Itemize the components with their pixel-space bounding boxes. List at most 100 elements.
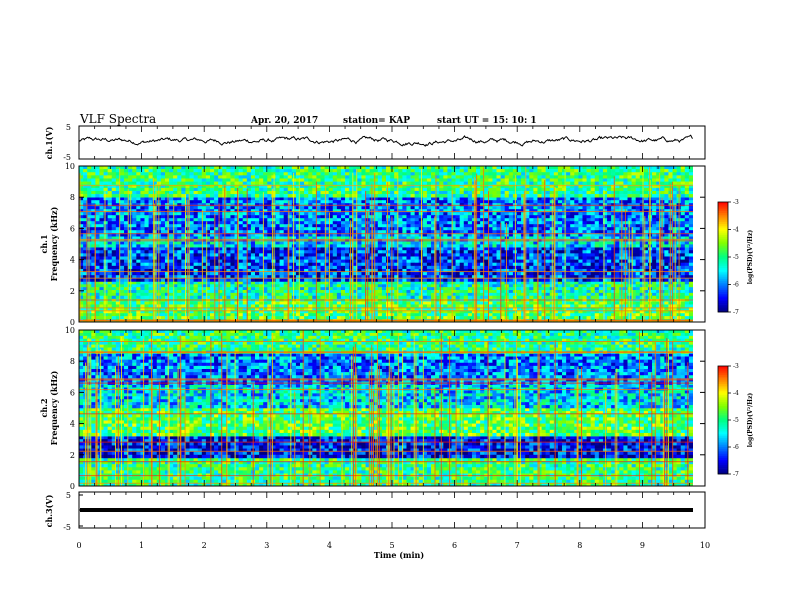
ch1-spec-cell [218,292,223,297]
ch1-spec-cell [426,316,432,320]
ch1-spec-cell [132,275,137,279]
ch1-spec-cell [566,278,571,282]
ch1-spec-cell [426,301,432,305]
ch1-spec-cell [193,284,198,288]
ch1-spec-cell [447,253,452,257]
ch1-spec-cell [402,278,407,282]
ch1-spec-cell [242,301,248,305]
ch1-spec-cell [267,241,272,245]
ch1-spec-cell [582,200,587,204]
ch1-spec-cell [177,200,182,204]
ch1-spec-cell [664,307,669,311]
ch1-spec-cell [214,287,219,291]
ch1-spec-cell [124,247,129,251]
ch1-spec-cell [480,197,485,201]
ch1-spec-cell [136,287,141,291]
ch1-spec-cell [144,313,149,317]
ch1-spec-cell [238,301,244,305]
ch1-spec-cell [250,316,256,320]
ch1-spec-cell [611,284,616,288]
ch1-spec-cell [590,247,596,251]
ch1-spec-cell [586,256,591,260]
ch1-spec-cell [500,304,505,308]
ch1-spec-cell [594,313,600,317]
ch1-spec-cell [279,256,284,260]
ch1-spec-cell [209,241,215,245]
ch1-spec-cell [615,301,620,305]
ch1-spec-cell [578,253,583,257]
ch1-spec-cell [496,262,501,267]
ch1-spec-cell [643,313,649,317]
ch1-spec-cell [664,206,669,210]
ch1-spec-cell [521,253,526,257]
ch1-spec-cell [431,304,436,308]
ch1-spec-cell [144,236,149,240]
ch1-spec-cell [439,313,444,317]
ch1-spec-cell [443,265,448,270]
ch1-spec-cell [553,244,559,248]
ch1-spec-cell [562,275,567,279]
ch1-spec-cell [664,316,669,320]
ch1-spec-cell [353,284,358,288]
ch1-spec-cell [582,268,587,273]
ch1-spec-cell [79,247,84,251]
ch1-spec-cell [332,259,338,264]
ch1-spec-cell [574,304,579,308]
ch1-spec-cell [263,310,268,314]
ch1-spec-cell [529,250,534,254]
ch1-spec-cell [635,272,641,276]
ch1-spec-cell [79,316,84,320]
ch1-spec-cell [431,292,436,297]
ch1-spec-cell [635,313,641,317]
ch1-spec-cell [574,244,579,248]
ch1-spec-cell [562,281,567,285]
ch1-spec-cell [627,244,632,248]
ch1-spec-cell [373,247,379,251]
ch1-spec-cell [345,256,350,260]
ch1-spec-cell [664,253,669,257]
ch1-spec-cell [201,292,207,297]
ch1-spec-cell [361,262,366,267]
ch1-spec-cell [287,281,293,285]
ch1-spec-cell [111,284,117,288]
ch1-spec-cell [537,256,542,260]
ch1-spec-cell [144,275,149,279]
ch1-spec-cell [189,247,194,251]
ch1-spec-cell [607,259,612,264]
ch1-spec-cell [508,250,514,254]
ch1-spec-cell [582,290,587,294]
ch1-spec-cell [144,310,149,314]
ch1-spec-cell [316,265,321,270]
ch1-spec-cell [218,244,223,248]
ch1-spec-cell [181,316,186,320]
ch1-spec-cell [492,200,497,204]
ch1-spec-cell [533,265,538,270]
ch1-spec-cell [615,241,620,245]
ch1-spec-cell [332,287,338,291]
ch1-spec-cell [209,253,215,257]
ch1-spec-cell [99,304,104,308]
ch1-spec-cell [553,287,559,291]
ch1-spec-cell [255,316,260,320]
ch1-spec-cell [91,268,96,273]
ch1-spec-cell [402,236,407,240]
ch1-spec-cell [394,307,399,311]
ch1-spec-cell [615,307,620,311]
ch1-spec-cell [115,200,121,204]
ch1-spec-cell [181,287,186,291]
ch1-spec-cell [316,272,321,276]
ch1-spec-cell [631,278,636,282]
ch1-spec-cell [451,200,456,204]
ch1-spec-cell [418,206,424,210]
ch1-spec-cell [234,278,239,282]
ch1-spec-cell [160,206,166,210]
ch1-spec-cell [688,265,694,270]
ch1-spec-cell [340,310,346,314]
ch1-spec-cell [541,262,546,267]
ch1-spec-cell [226,265,231,270]
ch1-spec-cell [124,244,129,248]
ch1-spec-cell [173,268,178,273]
ch1-spec-cell [226,272,231,276]
ch1-spec-cell [439,275,444,279]
ch1-spec-cell [218,241,223,245]
